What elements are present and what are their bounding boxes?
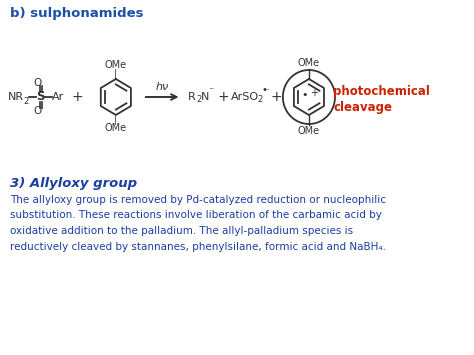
Text: 3) Allyloxy group: 3) Allyloxy group <box>9 177 137 190</box>
Text: OMe: OMe <box>298 58 320 68</box>
Text: S: S <box>36 91 44 104</box>
Text: 2: 2 <box>23 97 28 105</box>
Text: ArSO: ArSO <box>231 92 259 102</box>
Text: photochemical: photochemical <box>333 86 430 98</box>
Text: OMe: OMe <box>105 123 127 133</box>
Text: NR: NR <box>8 92 24 102</box>
Text: OMe: OMe <box>298 126 320 136</box>
Text: Ar: Ar <box>52 92 64 102</box>
Text: OMe: OMe <box>105 60 127 70</box>
Text: O: O <box>34 106 42 116</box>
Text: 2: 2 <box>196 95 201 104</box>
Text: +: + <box>310 88 318 98</box>
Text: The allyloxy group is removed by Pd-catalyzed reduction or nucleophilic: The allyloxy group is removed by Pd-cata… <box>9 195 386 205</box>
Text: b) sulphonamides: b) sulphonamides <box>9 7 143 20</box>
Text: •: • <box>262 85 267 95</box>
Text: ⁻: ⁻ <box>264 87 269 97</box>
Text: substitution. These reactions involve liberation of the carbamic acid by: substitution. These reactions involve li… <box>9 211 382 220</box>
Text: •: • <box>302 90 308 100</box>
Text: O: O <box>34 78 42 88</box>
Text: |: | <box>114 116 117 125</box>
Text: +: + <box>270 90 282 104</box>
Text: +: + <box>72 90 83 104</box>
Text: hν: hν <box>155 82 169 92</box>
Text: +: + <box>217 90 229 104</box>
Text: N: N <box>201 92 209 102</box>
Text: oxidative addition to the palladium. The allyl-palladium species is: oxidative addition to the palladium. The… <box>9 226 353 236</box>
Text: R: R <box>188 92 196 102</box>
Text: ⁻: ⁻ <box>209 86 214 96</box>
Text: 2: 2 <box>258 95 263 104</box>
Text: reductively cleaved by stannanes, phenylsilane, formic acid and NaBH₄.: reductively cleaved by stannanes, phenyl… <box>9 241 386 251</box>
Text: cleavage: cleavage <box>333 100 392 114</box>
Text: |: | <box>114 69 117 78</box>
